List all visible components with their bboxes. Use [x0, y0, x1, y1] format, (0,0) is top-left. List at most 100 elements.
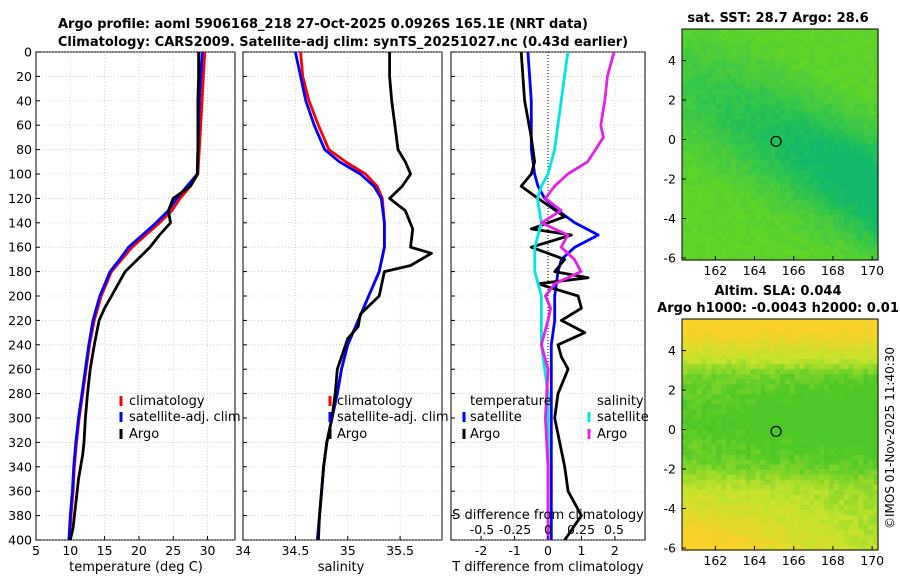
- map-cell: [784, 109, 791, 115]
- map-cell: [789, 139, 796, 146]
- map-cell: [731, 239, 737, 246]
- map-cell: [706, 409, 712, 416]
- difference-legend: temperature salinity satellite Argo sate…: [462, 394, 649, 442]
- map-cell: [863, 444, 869, 451]
- map-cell: [750, 354, 757, 360]
- map-cell: [799, 164, 806, 171]
- map-cell: [745, 84, 752, 90]
- map-cell: [686, 379, 693, 385]
- map-cell: [711, 524, 717, 531]
- map-cell: [858, 239, 864, 246]
- map-cell: [804, 539, 810, 546]
- map-cell: [784, 49, 791, 55]
- map-cell: [682, 99, 688, 105]
- map-cell: [706, 369, 712, 375]
- map-cell: [868, 429, 874, 436]
- map-cell: [804, 364, 810, 370]
- map-cell: [731, 114, 737, 120]
- map-cell: [829, 144, 835, 151]
- map-cell: [873, 404, 879, 410]
- map-cell: [770, 49, 776, 55]
- map-cell: [848, 154, 855, 161]
- map-cell: [838, 129, 845, 136]
- map-cell: [868, 64, 874, 70]
- map-cell: [721, 374, 727, 380]
- map-cell: [706, 339, 712, 345]
- map-cell: [696, 194, 703, 201]
- map-cell: [691, 104, 698, 110]
- map-cell: [716, 174, 722, 181]
- map-cell: [858, 479, 864, 486]
- map-cell: [696, 214, 703, 221]
- map-cell: [750, 419, 757, 426]
- map-cell: [838, 84, 845, 90]
- map-cell: [858, 409, 864, 416]
- map-cell: [740, 364, 747, 370]
- map-cell: [775, 414, 781, 421]
- map-cell: [726, 69, 732, 75]
- map-cell: [750, 394, 757, 400]
- map-cell: [765, 399, 771, 405]
- map-cell: [775, 159, 781, 166]
- map-cell: [814, 244, 820, 251]
- map-cell: [701, 454, 708, 461]
- map-cell: [750, 164, 757, 171]
- map-cell: [853, 94, 859, 100]
- map-cell: [765, 104, 771, 110]
- map-cell: [731, 39, 737, 45]
- map-cell: [848, 529, 855, 536]
- map-cell: [789, 99, 796, 105]
- map-cell: [833, 414, 840, 421]
- map-cell: [780, 399, 786, 405]
- map-cell: [804, 134, 810, 141]
- map-cell: [740, 459, 747, 466]
- map-cell: [858, 399, 864, 405]
- map-cell: [804, 359, 810, 365]
- map-cell: [824, 359, 830, 365]
- map-cell: [721, 204, 727, 211]
- map-cell: [760, 144, 766, 151]
- map-cell: [696, 514, 703, 521]
- map-cell: [701, 344, 708, 350]
- map-cell: [731, 384, 737, 390]
- map-cell: [794, 149, 801, 156]
- map-cell: [814, 504, 820, 511]
- map-cell: [691, 529, 698, 536]
- map-cell: [789, 104, 796, 110]
- map-cell: [848, 524, 855, 531]
- map-cell: [804, 94, 810, 100]
- map-cell: [843, 194, 850, 201]
- map-cell: [819, 84, 825, 90]
- map-cell: [686, 54, 693, 60]
- map-cell: [868, 104, 874, 110]
- map-cell: [770, 234, 776, 241]
- map-cell: [804, 459, 810, 466]
- map-cell: [784, 419, 791, 426]
- map-cell: [721, 144, 727, 151]
- map-cell: [735, 184, 742, 191]
- map-cell: [770, 69, 776, 75]
- map-cell: [809, 524, 815, 531]
- map-cell: [721, 419, 727, 426]
- map-cell: [750, 459, 757, 466]
- map-cell: [691, 494, 698, 501]
- map-cell: [696, 449, 703, 456]
- map-cell: [829, 439, 835, 446]
- map-cell: [706, 404, 712, 410]
- map-cell: [765, 359, 771, 365]
- map-cell: [755, 174, 761, 181]
- map-cell: [770, 244, 776, 251]
- map-cell: [809, 514, 815, 521]
- map-cell: [799, 349, 806, 355]
- map-cell: [809, 379, 815, 385]
- map-cell: [745, 359, 752, 365]
- map-cell: [691, 214, 698, 221]
- map-cell: [819, 254, 825, 261]
- map-cell: [824, 34, 830, 40]
- map-cell: [804, 349, 810, 355]
- map-cell: [706, 104, 712, 110]
- map-cell: [770, 239, 776, 246]
- map-cell: [843, 224, 850, 231]
- map-cell: [853, 534, 859, 541]
- map-cell: [863, 69, 869, 75]
